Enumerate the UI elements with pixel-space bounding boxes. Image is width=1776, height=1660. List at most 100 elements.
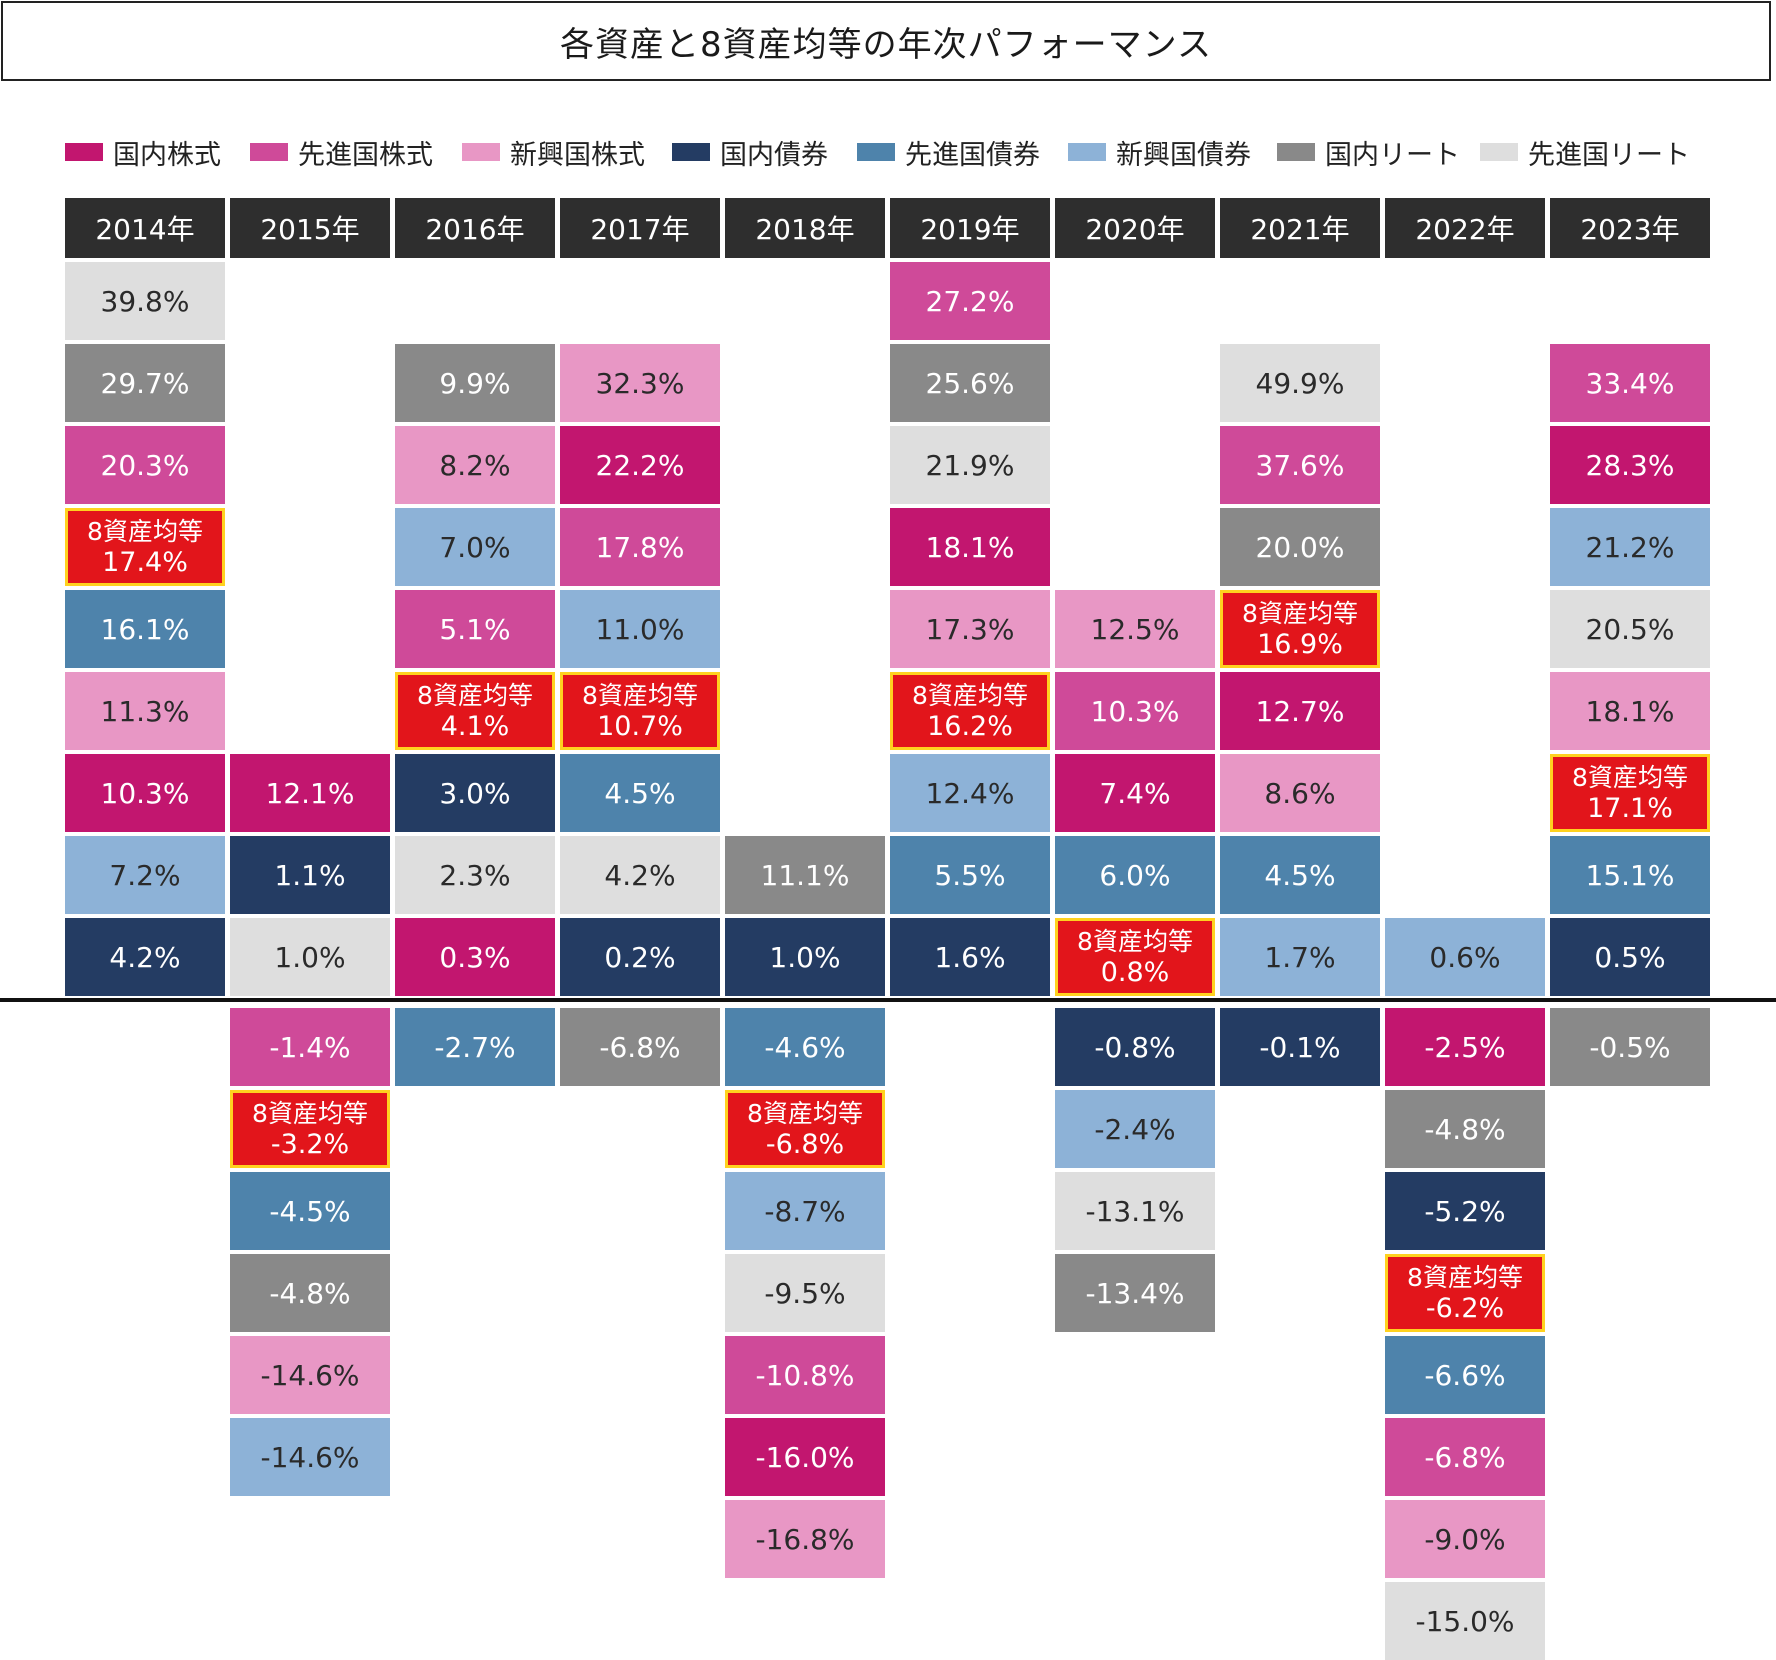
cell-domestic-stock: -2.5% bbox=[1385, 1008, 1545, 1086]
cell-domestic-stock: -16.0% bbox=[725, 1418, 885, 1496]
balanced-value: 10.7% bbox=[597, 711, 683, 742]
cell-domestic-bond: -0.8% bbox=[1055, 1008, 1215, 1086]
cell-developed-bond: -2.7% bbox=[395, 1008, 555, 1086]
cell-developed-stock: 5.1% bbox=[395, 590, 555, 668]
balanced-label: 8資産均等 bbox=[87, 517, 203, 546]
cell-emerging-bond: 7.0% bbox=[395, 508, 555, 586]
balanced-value: 16.9% bbox=[1257, 629, 1343, 660]
cell-domestic-bond: 4.2% bbox=[65, 918, 225, 996]
balanced-value: 16.2% bbox=[927, 711, 1013, 742]
balanced-value: 17.1% bbox=[1587, 793, 1673, 824]
cell-developed-stock: -1.4% bbox=[230, 1008, 390, 1086]
cell-emerging-stock: 11.3% bbox=[65, 672, 225, 750]
cell-emerging-stock: 18.1% bbox=[1550, 672, 1710, 750]
cell-developed-bond: -6.6% bbox=[1385, 1336, 1545, 1414]
year-header: 2017年 bbox=[560, 198, 720, 258]
cell-emerging-bond: 7.2% bbox=[65, 836, 225, 914]
balanced-value: -6.8% bbox=[765, 1129, 845, 1160]
cell-developed-reit: 20.5% bbox=[1550, 590, 1710, 668]
cell-emerging-stock: 8.6% bbox=[1220, 754, 1380, 832]
cell-domestic-bond: 3.0% bbox=[395, 754, 555, 832]
cell-developed-bond: 5.5% bbox=[890, 836, 1050, 914]
cell-emerging-stock: 12.5% bbox=[1055, 590, 1215, 668]
balanced-label: 8資産均等 bbox=[912, 681, 1028, 710]
year-header: 2015年 bbox=[230, 198, 390, 258]
cell-emerging-stock: 8.2% bbox=[395, 426, 555, 504]
balanced-value: 17.4% bbox=[102, 547, 188, 578]
cell-developed-stock: -6.8% bbox=[1385, 1418, 1545, 1496]
cell-domestic-reit: -13.4% bbox=[1055, 1254, 1215, 1332]
cell-emerging-bond: 1.7% bbox=[1220, 918, 1380, 996]
cell-emerging-stock: -16.8% bbox=[725, 1500, 885, 1578]
balanced-cell: 8資産均等 -3.2% bbox=[230, 1090, 390, 1168]
balanced-label: 8資産均等 bbox=[252, 1099, 368, 1128]
cell-emerging-stock: 17.3% bbox=[890, 590, 1050, 668]
cell-emerging-bond: -14.6% bbox=[230, 1418, 390, 1496]
cell-developed-reit: 2.3% bbox=[395, 836, 555, 914]
balanced-cell: 8資産均等 17.4% bbox=[65, 508, 225, 586]
cell-developed-stock: -10.8% bbox=[725, 1336, 885, 1414]
balanced-label: 8資産均等 bbox=[1242, 599, 1358, 628]
cell-domestic-reit: -4.8% bbox=[1385, 1090, 1545, 1168]
balanced-label: 8資産均等 bbox=[417, 681, 533, 710]
cell-developed-stock: 27.2% bbox=[890, 262, 1050, 340]
cell-domestic-bond: 0.5% bbox=[1550, 918, 1710, 996]
cell-emerging-stock: 32.3% bbox=[560, 344, 720, 422]
year-header: 2023年 bbox=[1550, 198, 1710, 258]
cell-domestic-stock: 7.4% bbox=[1055, 754, 1215, 832]
balanced-cell: 8資産均等 4.1% bbox=[395, 672, 555, 750]
cell-domestic-bond: 0.2% bbox=[560, 918, 720, 996]
year-header: 2022年 bbox=[1385, 198, 1545, 258]
year-header: 2014年 bbox=[65, 198, 225, 258]
year-header: 2019年 bbox=[890, 198, 1050, 258]
cell-emerging-stock: -14.6% bbox=[230, 1336, 390, 1414]
cell-developed-reit: 4.2% bbox=[560, 836, 720, 914]
cell-developed-reit: 49.9% bbox=[1220, 344, 1380, 422]
cell-domestic-reit: 20.0% bbox=[1220, 508, 1380, 586]
cell-developed-reit: -9.5% bbox=[725, 1254, 885, 1332]
cell-emerging-stock: -9.0% bbox=[1385, 1500, 1545, 1578]
balanced-cell: 8資産均等 0.8% bbox=[1055, 918, 1215, 996]
balanced-label: 8資産均等 bbox=[582, 681, 698, 710]
cell-domestic-bond: 1.0% bbox=[725, 918, 885, 996]
cell-developed-stock: 33.4% bbox=[1550, 344, 1710, 422]
balanced-cell: 8資産均等 10.7% bbox=[560, 672, 720, 750]
cell-developed-stock: 10.3% bbox=[1055, 672, 1215, 750]
cell-domestic-reit: -6.8% bbox=[560, 1008, 720, 1086]
chart-title: 各資産と8資産均等の年次パフォーマンス bbox=[1, 1, 1771, 81]
year-header: 2020年 bbox=[1055, 198, 1215, 258]
cell-emerging-bond: 12.4% bbox=[890, 754, 1050, 832]
year-header: 2016年 bbox=[395, 198, 555, 258]
cell-developed-bond: 4.5% bbox=[560, 754, 720, 832]
cell-emerging-bond: -8.7% bbox=[725, 1172, 885, 1250]
cell-developed-stock: 37.6% bbox=[1220, 426, 1380, 504]
balanced-label: 8資産均等 bbox=[1077, 927, 1193, 956]
cell-developed-bond: 4.5% bbox=[1220, 836, 1380, 914]
cell-domestic-bond: -5.2% bbox=[1385, 1172, 1545, 1250]
balanced-cell: 8資産均等 -6.8% bbox=[725, 1090, 885, 1168]
balanced-cell: 8資産均等 16.2% bbox=[890, 672, 1050, 750]
cell-developed-bond: 6.0% bbox=[1055, 836, 1215, 914]
year-header: 2021年 bbox=[1220, 198, 1380, 258]
cell-developed-bond: -4.5% bbox=[230, 1172, 390, 1250]
zero-baseline bbox=[0, 998, 1776, 1002]
cell-developed-reit: 1.0% bbox=[230, 918, 390, 996]
cell-domestic-bond: 1.6% bbox=[890, 918, 1050, 996]
balanced-value: -3.2% bbox=[270, 1129, 350, 1160]
cell-developed-reit: -15.0% bbox=[1385, 1582, 1545, 1660]
cell-domestic-bond: 1.1% bbox=[230, 836, 390, 914]
cell-developed-bond: -4.6% bbox=[725, 1008, 885, 1086]
cell-domestic-stock: 18.1% bbox=[890, 508, 1050, 586]
year-header: 2018年 bbox=[725, 198, 885, 258]
cell-domestic-stock: 22.2% bbox=[560, 426, 720, 504]
balanced-value: -6.2% bbox=[1425, 1293, 1505, 1324]
balanced-value: 0.8% bbox=[1100, 957, 1170, 988]
cell-emerging-bond: -2.4% bbox=[1055, 1090, 1215, 1168]
balanced-cell: 8資産均等 17.1% bbox=[1550, 754, 1710, 832]
cell-domestic-stock: 0.3% bbox=[395, 918, 555, 996]
cell-emerging-bond: 21.2% bbox=[1550, 508, 1710, 586]
cell-domestic-reit: -4.8% bbox=[230, 1254, 390, 1332]
cell-developed-stock: 20.3% bbox=[65, 426, 225, 504]
cell-domestic-reit: -0.5% bbox=[1550, 1008, 1710, 1086]
